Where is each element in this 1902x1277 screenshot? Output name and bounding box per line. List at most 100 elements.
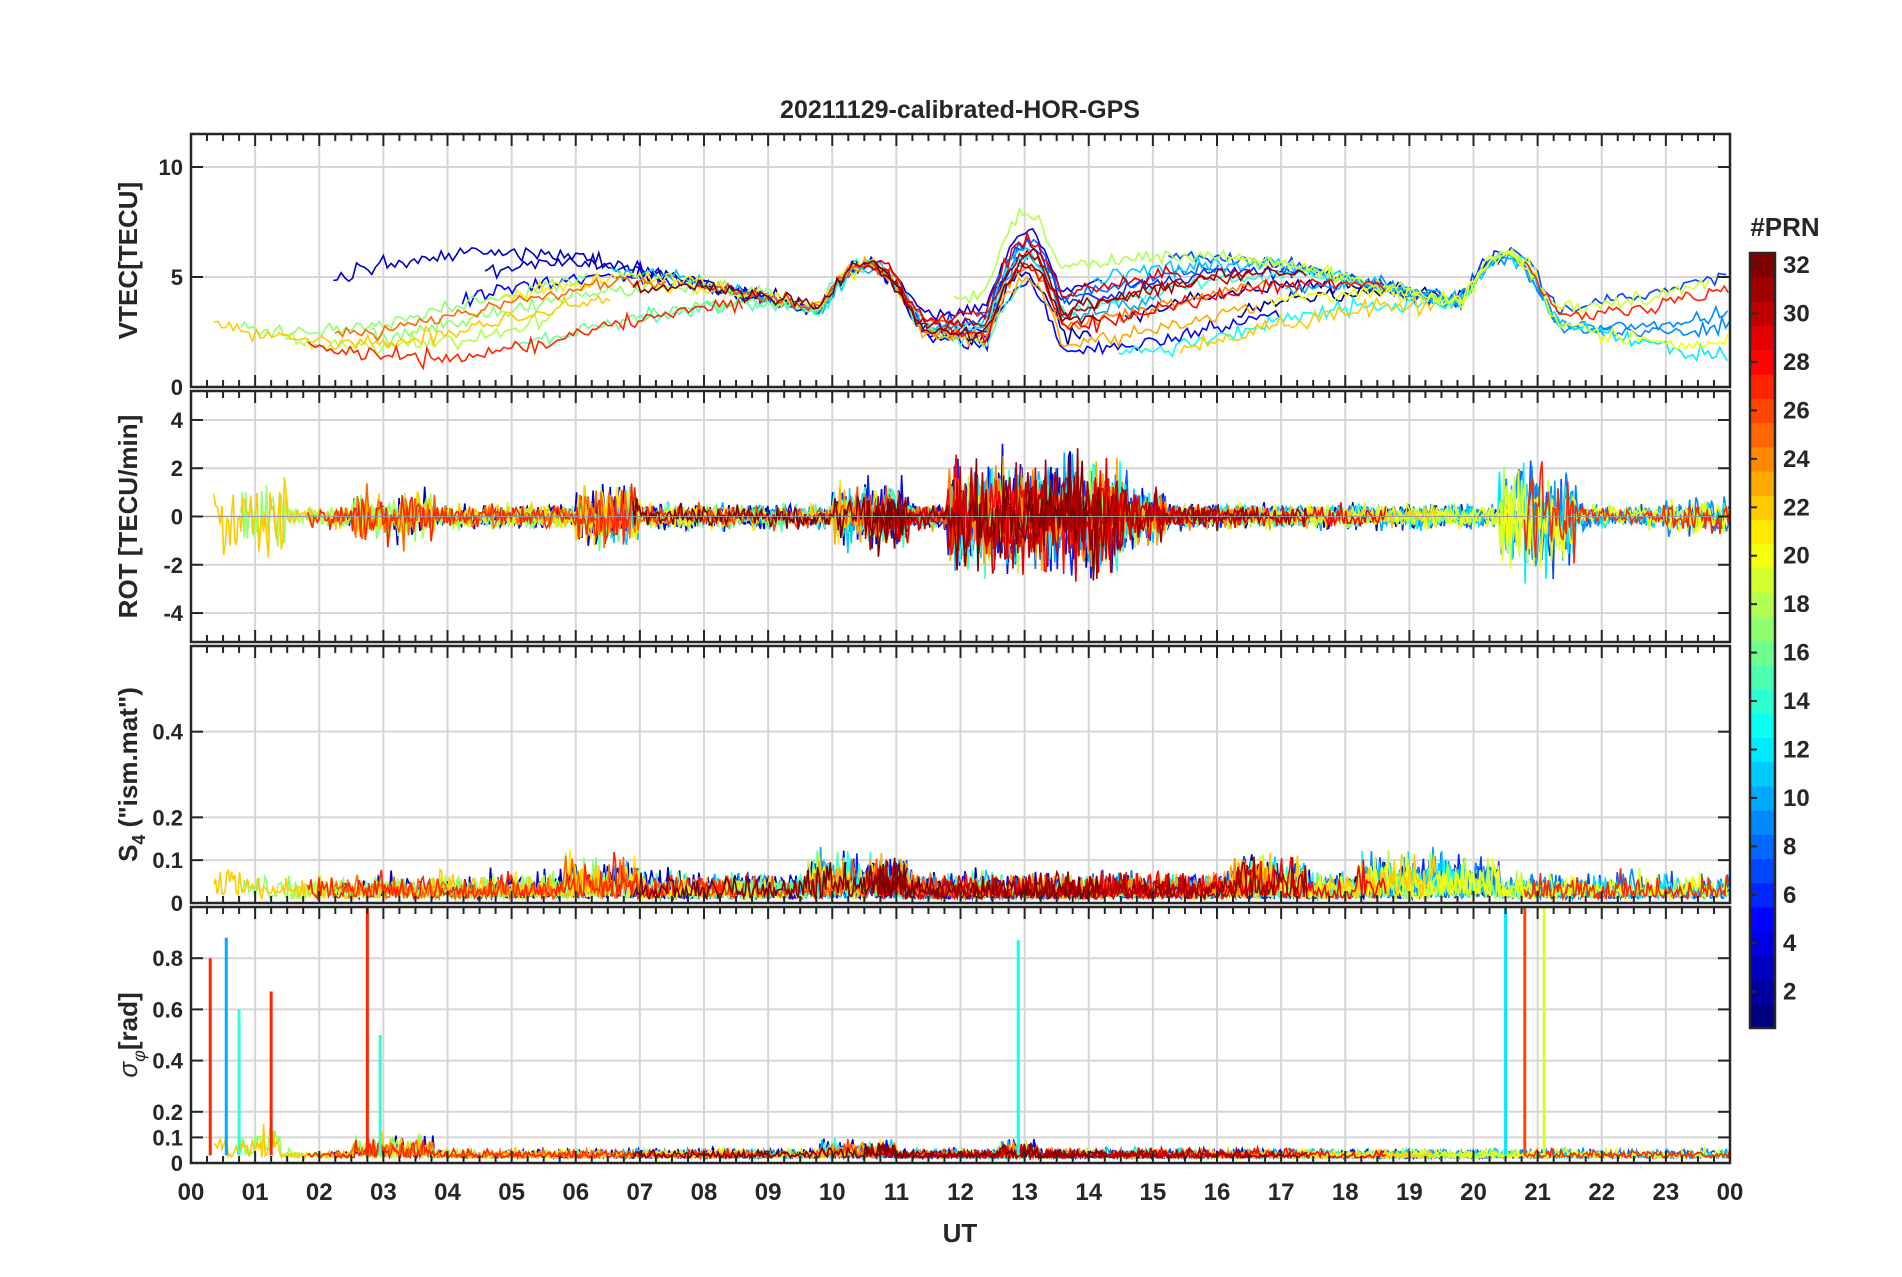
colorbar-tick-label: 14	[1783, 688, 1810, 715]
colorbar-band	[1750, 664, 1775, 690]
series-prn-31	[1020, 856, 1309, 902]
colorbar-band	[1750, 422, 1775, 448]
colorbar-tick-label: 24	[1783, 446, 1810, 473]
colorbar-band	[1750, 713, 1775, 738]
y-tick-label: 0	[171, 1151, 183, 1176]
colorbar-tick-label: 32	[1783, 252, 1810, 279]
y-tick-label: 2	[171, 456, 183, 481]
colorbar-band	[1750, 810, 1775, 835]
x-tick-label: 00	[1717, 1179, 1744, 1206]
y-tick-label: 0.4	[152, 1049, 183, 1074]
colorbar-frame	[1748, 251, 1777, 1030]
colorbar-tick-label: 20	[1783, 543, 1810, 570]
x-tick-label: 16	[1204, 1179, 1231, 1206]
x-tick-label: 10	[819, 1179, 846, 1206]
y-tick-label: 0.6	[152, 997, 183, 1022]
x-tick-label: 18	[1332, 1179, 1359, 1206]
x-tick-label: 17	[1268, 1179, 1295, 1206]
series-prn-27	[307, 298, 744, 371]
colorbar-band	[1750, 955, 1775, 981]
series-prn-27	[1523, 261, 1729, 321]
y-axis-label-rot: ROT [TECU/min]	[113, 415, 143, 619]
colorbar-band	[1750, 374, 1775, 399]
colorbar-band	[1750, 761, 1775, 787]
chart-title: 20211129-calibrated-HOR-GPS	[780, 96, 1140, 124]
colorbar-band	[1750, 519, 1775, 545]
x-tick-label: 01	[242, 1179, 269, 1206]
colorbar-band	[1750, 277, 1775, 303]
series-prn-32	[632, 1142, 909, 1161]
colorbar-tick-label: 28	[1783, 349, 1810, 376]
y-tick-label: -4	[163, 601, 183, 626]
series-group-sigma_phi	[208, 907, 1731, 1161]
colorbar-tick-label: 10	[1783, 785, 1810, 812]
x-tick-label: 19	[1396, 1179, 1423, 1206]
series-prn-27	[306, 851, 745, 901]
colorbar-band	[1750, 470, 1775, 496]
series-prn-22	[213, 294, 611, 351]
x-tick-label: 06	[562, 1179, 589, 1206]
y-tick-label: 0.2	[152, 805, 183, 830]
x-axis-label: UT	[943, 1218, 978, 1248]
y-axis-label-vtec: VTEC[TECU]	[113, 182, 143, 339]
colorbar-tick-label: 2	[1783, 979, 1796, 1006]
series-prn-12	[1465, 251, 1729, 363]
x-tick-label: 04	[434, 1179, 461, 1206]
y-tick-label: 0	[171, 891, 183, 916]
y-label-sub: φ	[129, 1050, 149, 1062]
y-tick-label: 0.1	[152, 848, 183, 873]
series-group-vtec	[213, 207, 1731, 371]
panel-rot: -4 -2 0 2 4 ROT [TECU/min]	[113, 389, 1732, 644]
y-label-rest: [rad]	[113, 992, 143, 1050]
y-label-main: σ	[113, 1061, 143, 1078]
y-tick-label: 0.4	[152, 720, 183, 745]
series-prn-32	[632, 496, 909, 557]
series-prn-27	[1523, 868, 1730, 902]
series-prn-30	[865, 249, 1251, 331]
x-tick-label: 13	[1011, 1179, 1038, 1206]
x-tick-label: 14	[1075, 1179, 1102, 1206]
colorbar-band	[1750, 906, 1775, 932]
y-axis-label-s4: S4 ("ism.mat")	[113, 687, 149, 862]
series-prn-27	[1523, 1147, 1731, 1160]
colorbar-tick-label: 18	[1783, 591, 1810, 618]
x-tick-label: 23	[1653, 1179, 1680, 1206]
series-prn-32	[873, 458, 1103, 581]
panel-s4: 0 0.1 0.2 0.4S4 ("ism.mat")	[113, 644, 1732, 916]
colorbar-tick-label: 26	[1783, 397, 1810, 424]
series-prn-18	[953, 207, 1528, 311]
colorbar-tick-label: 8	[1783, 833, 1796, 860]
series-prn-20	[1269, 249, 1729, 351]
y-tick-label: 0	[171, 375, 183, 400]
x-tick-label: 05	[498, 1179, 525, 1206]
series-prn-30	[864, 859, 1253, 901]
colorbar-tick-label: 16	[1783, 640, 1810, 667]
y-axis-label-sigma_phi: σφ[rad]	[113, 992, 149, 1077]
series-prn-19	[1227, 250, 1710, 314]
series-prn-29	[876, 230, 1182, 324]
series-group-rot	[213, 443, 1731, 584]
x-tick-label: 11	[884, 1179, 909, 1206]
x-tick-label: 12	[947, 1179, 974, 1206]
series-prn-32	[873, 259, 1102, 342]
series-prn-5	[897, 277, 1281, 356]
x-tick-label: 21	[1524, 1179, 1551, 1206]
panel-sigma_phi: 00.10.20.40.60.8σφ[rad]	[113, 905, 1732, 1176]
y-tick-label: 5	[171, 265, 183, 290]
series-prn-26	[696, 262, 960, 327]
x-tick-label: 00	[178, 1179, 205, 1206]
series-prn-18	[284, 312, 555, 356]
colorbar-tick-label: 6	[1783, 882, 1796, 909]
x-tick-label: 02	[306, 1179, 333, 1206]
y-tick-label: 0.2	[152, 1100, 183, 1125]
colorbar-band	[1750, 325, 1775, 351]
series-prn-32	[632, 260, 908, 310]
series-prn-21	[500, 268, 726, 302]
y-tick-label: 10	[159, 155, 183, 180]
colorbar-tick-label: 12	[1783, 736, 1810, 763]
colorbar-band	[1750, 616, 1775, 642]
x-tick-label: 03	[370, 1179, 397, 1206]
x-tick-label: 15	[1140, 1179, 1167, 1206]
